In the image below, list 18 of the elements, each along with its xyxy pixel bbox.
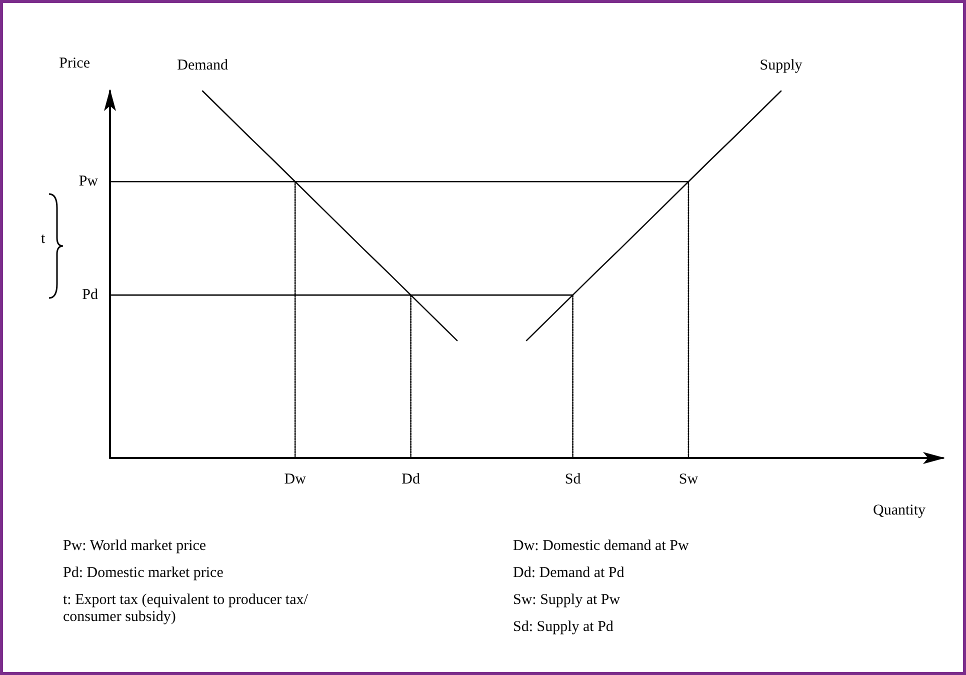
x-tick-label: Dw [284, 472, 306, 488]
series-label: Demand [177, 58, 228, 74]
x-tick-label: Sd [564, 472, 582, 488]
series-label: Supply [760, 58, 803, 74]
text: Dw: Domestic demand at Pw [513, 538, 689, 555]
series-label: Pd [82, 287, 98, 304]
x-tick-label: Sw [678, 472, 698, 488]
y-axis-title: Price [59, 56, 90, 72]
text: t: Export tax (equivalent to producer tax/ consumer subsidy) [63, 592, 309, 626]
text: Pd: Domestic market price [63, 565, 224, 582]
text: Sd: Supply at Pd [513, 619, 614, 636]
text: t [41, 231, 46, 248]
text: Pw: World market price [63, 538, 208, 555]
text: Sw: Supply at Pw [513, 592, 622, 609]
x-axis-title: Quantity [873, 502, 926, 518]
text: Dd: Demand at Pd [513, 565, 626, 582]
series-label: Pw [78, 174, 98, 190]
x-tick-label: Dd [402, 472, 420, 488]
